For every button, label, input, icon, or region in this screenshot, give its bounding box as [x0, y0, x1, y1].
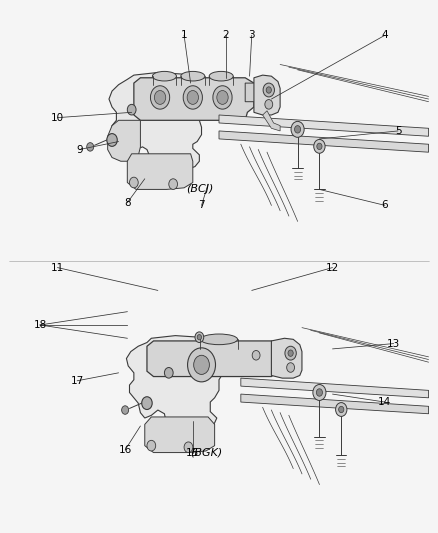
Circle shape — [266, 87, 272, 93]
Ellipse shape — [201, 334, 237, 345]
Circle shape — [313, 384, 326, 400]
Polygon shape — [127, 336, 223, 433]
Text: 13: 13 — [387, 338, 400, 349]
Text: 6: 6 — [381, 200, 388, 211]
Circle shape — [184, 442, 193, 453]
Polygon shape — [147, 341, 278, 376]
Text: 12: 12 — [326, 263, 339, 272]
Text: 2: 2 — [222, 30, 229, 41]
Circle shape — [107, 134, 117, 147]
Circle shape — [195, 332, 204, 343]
Text: 10: 10 — [51, 112, 64, 123]
Circle shape — [288, 350, 293, 357]
Circle shape — [213, 86, 232, 109]
Circle shape — [122, 406, 129, 414]
Circle shape — [187, 348, 215, 382]
Circle shape — [217, 91, 228, 104]
Polygon shape — [263, 111, 280, 131]
Polygon shape — [245, 83, 269, 102]
Polygon shape — [127, 154, 193, 189]
Circle shape — [130, 177, 138, 188]
Text: 18: 18 — [33, 320, 46, 330]
Text: 1: 1 — [181, 30, 187, 41]
Text: 17: 17 — [71, 376, 84, 386]
Polygon shape — [254, 75, 280, 115]
Circle shape — [263, 83, 275, 97]
Text: 7: 7 — [198, 200, 205, 211]
Circle shape — [252, 351, 260, 360]
Circle shape — [265, 100, 273, 109]
Polygon shape — [108, 120, 141, 161]
Polygon shape — [272, 338, 302, 378]
Circle shape — [194, 356, 209, 374]
Circle shape — [187, 91, 198, 104]
Text: 14: 14 — [378, 397, 392, 407]
Ellipse shape — [152, 71, 177, 81]
Circle shape — [164, 368, 173, 378]
Circle shape — [150, 86, 170, 109]
Text: 15: 15 — [186, 448, 199, 457]
Circle shape — [87, 143, 94, 151]
Text: 4: 4 — [381, 30, 388, 41]
Circle shape — [317, 143, 322, 150]
Ellipse shape — [209, 71, 233, 81]
Text: 9: 9 — [76, 144, 83, 155]
Text: 16: 16 — [119, 445, 132, 455]
Circle shape — [314, 140, 325, 154]
Circle shape — [287, 363, 294, 372]
Polygon shape — [219, 131, 428, 152]
Circle shape — [291, 122, 304, 138]
Text: 3: 3 — [248, 30, 255, 41]
Text: (BCJ): (BCJ) — [186, 184, 213, 195]
Circle shape — [285, 346, 296, 360]
Polygon shape — [241, 378, 428, 398]
Polygon shape — [219, 115, 428, 136]
Circle shape — [142, 397, 152, 409]
Circle shape — [154, 91, 166, 104]
Polygon shape — [145, 417, 215, 453]
Circle shape — [294, 126, 300, 133]
Polygon shape — [241, 394, 428, 414]
Circle shape — [147, 440, 155, 451]
Text: 11: 11 — [51, 263, 64, 272]
Text: (BGK): (BGK) — [190, 448, 222, 457]
Circle shape — [316, 389, 322, 396]
Circle shape — [336, 402, 347, 416]
Circle shape — [339, 406, 344, 413]
Polygon shape — [134, 78, 254, 120]
Circle shape — [127, 104, 136, 115]
Circle shape — [183, 86, 202, 109]
Circle shape — [197, 335, 201, 340]
Text: 5: 5 — [395, 126, 401, 136]
Ellipse shape — [181, 71, 205, 81]
Circle shape — [169, 179, 177, 189]
Polygon shape — [109, 72, 206, 171]
Text: 8: 8 — [124, 198, 131, 208]
